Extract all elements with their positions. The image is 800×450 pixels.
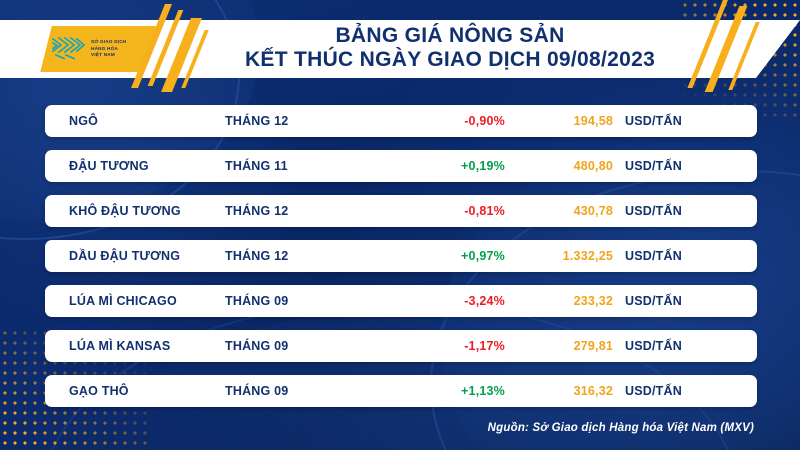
price-unit: USD/TẤN — [625, 339, 682, 353]
commodity-name: KHÔ ĐẬU TƯƠNG — [69, 204, 181, 218]
table-row[interactable]: GẠO THÔ THÁNG 09 +1,13% 316,32 USD/TẤN — [45, 375, 757, 407]
mxv-maze-logo-icon — [50, 36, 86, 62]
commodity-name: ĐẬU TƯƠNG — [69, 159, 149, 173]
commodity-name: LÚA MÌ CHICAGO — [69, 294, 177, 308]
source-credit: Nguồn: Sở Giao dịch Hàng hóa Việt Nam (M… — [487, 422, 754, 434]
contract-month: THÁNG 11 — [225, 159, 288, 173]
contract-month: THÁNG 09 — [225, 384, 289, 398]
change-percent: -1,17% — [464, 339, 505, 353]
price-value: 480,80 — [573, 159, 613, 173]
title-line-secondary: KẾT THÚC NGÀY GIAO DỊCH 09/08/2023 — [244, 47, 656, 71]
change-percent: +1,13% — [461, 384, 505, 398]
commodity-name: DẦU ĐẬU TƯƠNG — [69, 249, 181, 263]
price-unit: USD/TẤN — [625, 204, 682, 218]
price-unit: USD/TẤN — [625, 294, 682, 308]
price-value: 233,32 — [573, 294, 613, 308]
price-value: 316,32 — [573, 384, 613, 398]
change-percent: -0,81% — [464, 204, 505, 218]
price-value: 279,81 — [573, 339, 613, 353]
table-row[interactable]: ĐẬU TƯƠNG THÁNG 11 +0,19% 480,80 USD/TẤN — [45, 150, 757, 182]
price-unit: USD/TẤN — [625, 249, 682, 263]
commodity-name: GẠO THÔ — [69, 384, 129, 398]
table-row[interactable]: LÚA MÌ CHICAGO THÁNG 09 -3,24% 233,32 USD/TẤ… — [45, 285, 757, 317]
contract-month: THÁNG 12 — [225, 249, 289, 263]
logo-text-line2: HÀNG HÓA — [91, 45, 119, 51]
table-row[interactable]: DẦU ĐẬU TƯƠNG THÁNG 12 +0,97% 1.332,25 USD/T… — [45, 240, 757, 272]
contract-month: THÁNG 09 — [225, 294, 289, 308]
commodity-name: NGÔ — [69, 114, 99, 128]
contract-month: THÁNG 09 — [225, 339, 289, 353]
price-value: 1.332,25 — [562, 249, 613, 263]
contract-month: THÁNG 12 — [225, 204, 289, 218]
price-unit: USD/TẤN — [625, 384, 682, 398]
table-row[interactable]: LÚA MÌ KANSAS THÁNG 09 -1,17% 279,81 USD/TẤN — [45, 330, 757, 362]
price-value: 430,78 — [573, 204, 613, 218]
price-table: NGÔ THÁNG 12 -0,90% 194,58 USD/TẤN ĐẬU TƯƠNG T… — [45, 105, 757, 420]
logo-text-line3: VIỆT NAM — [91, 52, 115, 58]
price-unit: USD/TẤN — [625, 159, 682, 173]
commodity-name: LÚA MÌ KANSAS — [69, 339, 171, 353]
change-percent: +0,97% — [461, 249, 505, 263]
table-row[interactable]: NGÔ THÁNG 12 -0,90% 194,58 USD/TẤN — [45, 105, 757, 137]
table-row[interactable]: KHÔ ĐẬU TƯƠNG THÁNG 12 -0,81% 430,78 USD/TẤN — [45, 195, 757, 227]
logo-text-line1: SỞ GIAO DỊCH — [91, 38, 127, 44]
change-percent: -0,90% — [464, 114, 505, 128]
contract-month: THÁNG 12 — [225, 114, 289, 128]
brand-logo: SỞ GIAO DỊCH HÀNG HÓA VIỆT NAM — [50, 28, 154, 70]
change-percent: -3,24% — [464, 294, 505, 308]
page-title: BẢNG GIÁ NÔNG SẢN KẾT THÚC NGÀY GIAO DỊC… — [190, 20, 710, 78]
price-unit: USD/TẤN — [625, 114, 682, 128]
brand-logo-text: SỞ GIAO DỊCH HÀNG HÓA VIỆT NAM — [91, 39, 127, 60]
title-line-primary: BẢNG GIÁ NÔNG SẢN — [335, 24, 565, 48]
change-percent: +0,19% — [461, 159, 505, 173]
price-value: 194,58 — [573, 114, 613, 128]
